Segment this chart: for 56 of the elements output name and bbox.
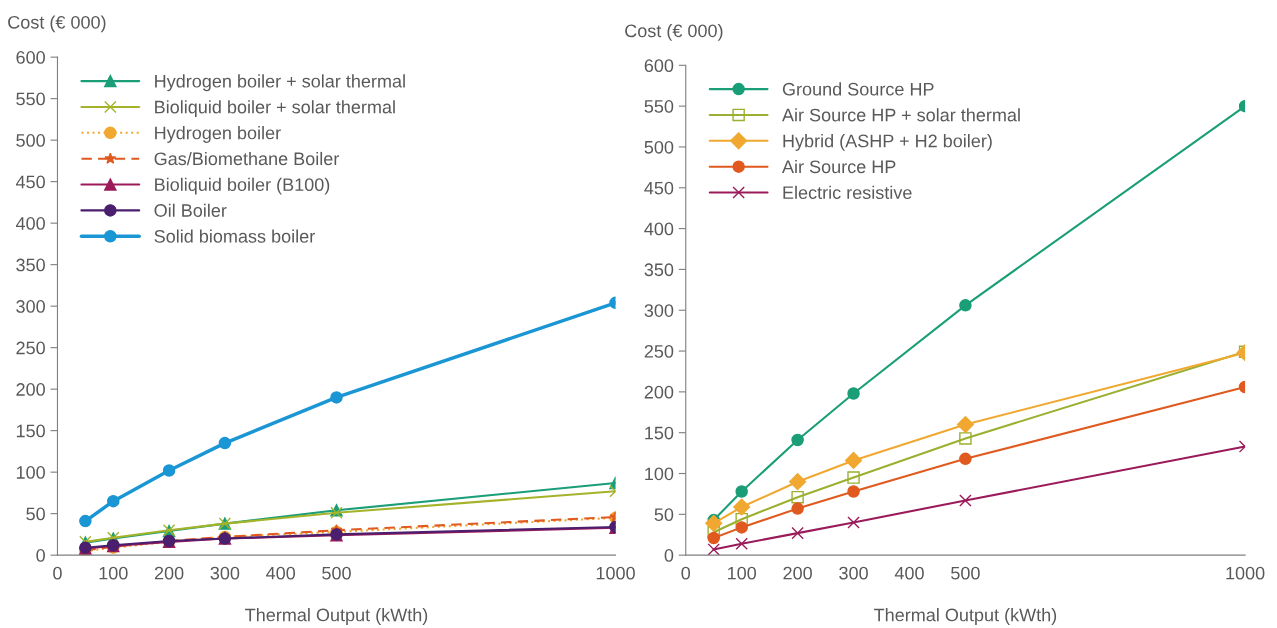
- y-tick-label: 250: [16, 341, 45, 355]
- legend-label: Bioliquid boiler + solar thermal: [155, 100, 395, 118]
- y-tick-label: 350: [16, 258, 45, 272]
- x-tick-label: 200: [783, 566, 812, 580]
- y-tick-label: 450: [15, 175, 45, 189]
- y-tick-label: 150: [645, 426, 674, 440]
- legend-label: Gas/Biomethane Boiler: [154, 151, 340, 166]
- x-axis-title: Thermal Output (kWth): [874, 608, 1057, 625]
- y-tick-label: 500: [16, 134, 45, 147]
- y-tick-label: 50: [654, 508, 674, 522]
- y-tick-label: 400: [15, 217, 45, 230]
- x-tick-label: 200: [154, 566, 184, 580]
- x-tick-label: 0: [53, 566, 62, 580]
- y-tick-label: 100: [645, 467, 674, 481]
- y-tick-label: 50: [26, 507, 45, 521]
- legend-label: Air Source HP: [782, 159, 896, 174]
- y-tick-label: 550: [644, 100, 674, 113]
- legend-label: Hydrogen boiler + solar thermal: [155, 74, 405, 92]
- y-tick-label: 300: [644, 304, 674, 317]
- x-tick-label: 300: [210, 566, 240, 580]
- y-tick-label: 550: [16, 92, 45, 106]
- legend-label: Solid biomass boiler: [154, 229, 315, 243]
- y-tick-label: 350: [644, 263, 674, 277]
- x-tick-label: 400: [894, 566, 924, 580]
- legend-label: Hydrogen boiler: [155, 126, 281, 143]
- y-tick-label: 150: [16, 424, 45, 438]
- y-tick-label: 300: [16, 300, 45, 313]
- legend-label: Air Source HP + solar thermal: [782, 108, 1020, 122]
- y-tick-label: 200: [644, 385, 674, 399]
- y-tick-label: 200: [16, 383, 45, 396]
- x-tick-label: 400: [266, 566, 296, 580]
- y-tick-label: 100: [16, 466, 45, 479]
- y-tick-label: 500: [644, 140, 674, 154]
- y-tick-label: 600: [644, 59, 674, 73]
- x-tick-label: 300: [839, 566, 868, 580]
- legend-label: Oil Boiler: [154, 203, 227, 217]
- y-axis-title: Cost (€ 000): [8, 15, 106, 33]
- x-axis-title: Thermal Output (kWth): [245, 608, 428, 625]
- y-tick-label: 600: [16, 51, 45, 64]
- x-tick-label: 100: [99, 566, 128, 580]
- y-tick-label: 0: [664, 549, 674, 562]
- x-tick-label: 500: [951, 566, 980, 580]
- legend-label: Bioliquid boiler (B100): [155, 177, 330, 195]
- legend-label: Hybrid (ASHP + H2 boiler): [783, 134, 992, 151]
- y-tick-label: 0: [36, 549, 45, 562]
- x-tick-label: 0: [681, 566, 691, 580]
- legend-label: Electric resistive: [783, 185, 912, 200]
- legend-label: Ground Source HP: [782, 82, 934, 96]
- y-tick-label: 250: [644, 344, 674, 358]
- y-axis-title: Cost (€ 000): [625, 23, 723, 41]
- y-tick-label: 400: [644, 222, 674, 236]
- x-tick-label: 1000: [596, 566, 635, 580]
- x-tick-label: 1000: [1226, 566, 1265, 580]
- y-tick-label: 450: [644, 181, 674, 195]
- x-tick-label: 500: [322, 566, 351, 580]
- x-tick-label: 100: [728, 566, 757, 580]
